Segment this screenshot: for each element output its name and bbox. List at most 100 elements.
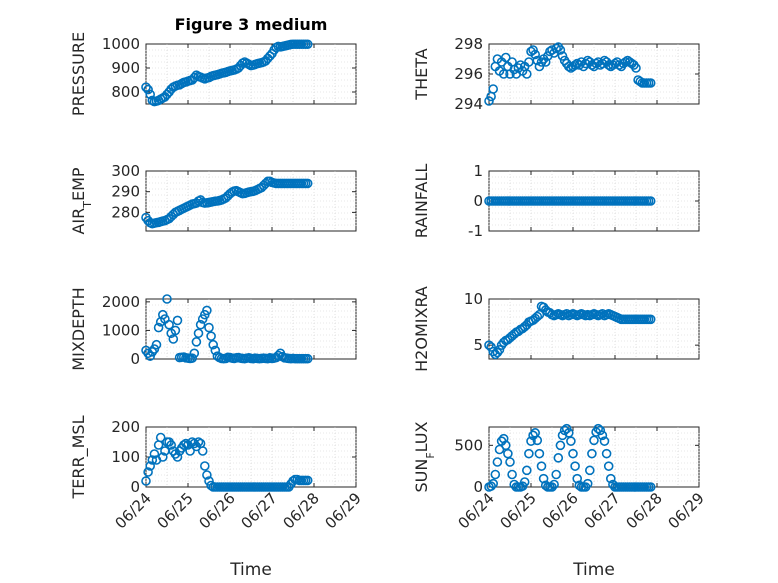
data-point	[143, 467, 153, 477]
x-tick-label: 06/28	[623, 489, 666, 532]
data-point	[202, 470, 212, 480]
y-tick-label: 800	[111, 83, 140, 101]
data-point	[530, 49, 541, 60]
data-point	[179, 440, 189, 450]
subplot-terr_msl: 010020006/2406/2506/2606/2706/2806/29TER…	[69, 415, 365, 532]
data-point	[557, 51, 568, 61]
data-point	[534, 61, 545, 72]
data-point	[208, 339, 218, 350]
data-point	[551, 469, 562, 480]
subplot-air_temp: 280 290 300 AIRTEMP	[69, 162, 357, 235]
data-point	[528, 45, 538, 55]
data-point	[566, 436, 576, 446]
y-axis-label-theta: THETA	[412, 48, 431, 100]
y-tick-label: 1000	[102, 35, 140, 53]
data-point	[503, 448, 513, 459]
data-point	[587, 448, 597, 459]
x-tick-label: 06/28	[280, 489, 323, 532]
data-point	[302, 475, 313, 486]
data-point	[645, 482, 656, 492]
data-point	[551, 43, 562, 54]
data-point	[526, 436, 536, 446]
data-point	[162, 294, 172, 304]
data-point	[151, 339, 162, 350]
data-point	[492, 347, 503, 358]
data-point	[141, 476, 151, 486]
data-point	[599, 436, 610, 446]
data-point	[536, 461, 547, 471]
y-tick-label: 298	[454, 35, 483, 53]
y-axis-label-h2omixra: H2OMIXRA	[412, 286, 431, 372]
y-axis-label-pressure: PRESSURE	[69, 32, 88, 116]
data-point	[193, 328, 204, 339]
data-point	[593, 423, 604, 434]
data-point	[595, 425, 606, 436]
data-point	[149, 449, 160, 459]
data-point	[191, 337, 202, 347]
data-point	[484, 340, 494, 350]
data-point	[570, 461, 580, 471]
data-point	[143, 84, 153, 95]
data-point	[153, 322, 164, 333]
data-point	[605, 473, 616, 484]
data-point	[494, 344, 505, 355]
data-point	[164, 319, 174, 330]
data-point	[582, 478, 593, 489]
y-tick-label: 290	[111, 183, 140, 201]
y-tick-label: 280	[111, 203, 140, 221]
data-point	[603, 60, 614, 70]
data-point	[620, 57, 631, 67]
y-tick-label: 5	[473, 336, 483, 354]
data-point	[202, 305, 212, 316]
data-point	[206, 331, 216, 341]
data-point	[521, 69, 532, 79]
data-point	[597, 430, 608, 441]
y-axis-label-mixdepth: MIXDEPTH	[69, 287, 88, 370]
subplot-rainfall: -1 0 1 RAINFALL	[412, 162, 700, 240]
data-point	[521, 465, 532, 476]
data-point	[172, 315, 183, 326]
subplot-h2omixra: 5 10 H2OMIXRA	[412, 286, 700, 372]
data-point	[555, 440, 566, 451]
data-point	[141, 82, 151, 92]
y-tick-label: 100	[111, 448, 140, 466]
data-point	[145, 461, 155, 471]
y-tick-label: 0	[130, 478, 140, 496]
y-axis-label-terr_msl: TERR_MSL	[69, 415, 89, 499]
data-point	[500, 52, 511, 63]
data-point	[488, 84, 499, 94]
data-point	[488, 346, 499, 357]
data-point	[507, 469, 517, 480]
data-point	[302, 39, 313, 50]
data-point	[532, 311, 543, 322]
x-tick-label: 06/27	[238, 489, 281, 532]
data-point	[555, 45, 566, 55]
data-point	[302, 353, 313, 364]
y-tick-label: 900	[111, 59, 140, 77]
data-point	[155, 432, 166, 443]
data-point	[486, 342, 496, 352]
y-axis-label-air_temp: AIRTEMP	[69, 167, 94, 234]
data-point	[197, 446, 208, 456]
data-point	[532, 435, 543, 446]
data-point	[645, 78, 656, 88]
subplot-mixdepth: 0 1000 2000 MIXDEPTH	[69, 287, 357, 371]
data-point	[185, 446, 195, 456]
data-point	[645, 314, 656, 325]
y-tick-label: 200	[111, 418, 140, 436]
data-point	[645, 196, 656, 206]
data-point	[488, 478, 499, 489]
x-tick-label: 06/26	[196, 489, 239, 532]
figure-title: Figure 3 medium	[175, 15, 328, 34]
data-point	[601, 448, 612, 459]
data-point	[515, 60, 526, 70]
data-point	[195, 319, 206, 330]
y-tick-label: 294	[454, 95, 483, 113]
x-axis-label-left: Time	[229, 560, 272, 580]
data-point	[172, 452, 183, 462]
x-tick-label: 06/29	[322, 489, 365, 532]
data-point	[589, 435, 599, 446]
data-point	[498, 69, 509, 79]
data-point	[553, 453, 564, 463]
